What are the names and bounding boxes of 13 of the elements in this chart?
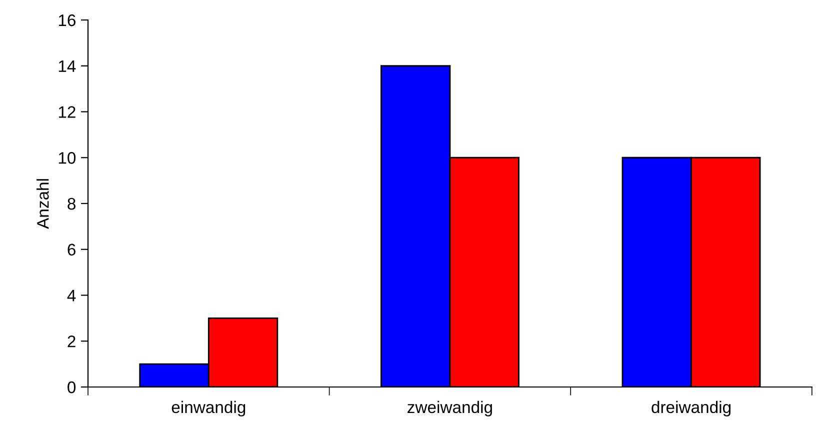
y-tick-label: 0 (68, 381, 76, 394)
x-tick-label: zweiwandig (408, 400, 492, 416)
y-tick-label: 12 (58, 106, 76, 118)
y-tick-label: 2 (68, 336, 76, 348)
x-tick-label: einwandig (172, 400, 246, 416)
y-tick-label: 6 (68, 244, 76, 256)
y-tick-label: 8 (68, 198, 76, 210)
y-tick-label: 14 (58, 60, 76, 72)
y-tick-label: 10 (58, 152, 76, 164)
y-tick-label: 4 (67, 290, 76, 302)
y-tick-label: 16 (58, 14, 76, 26)
y-axis-title: Anzahl (36, 179, 49, 229)
x-tick-label: dreiwandig (652, 400, 730, 416)
